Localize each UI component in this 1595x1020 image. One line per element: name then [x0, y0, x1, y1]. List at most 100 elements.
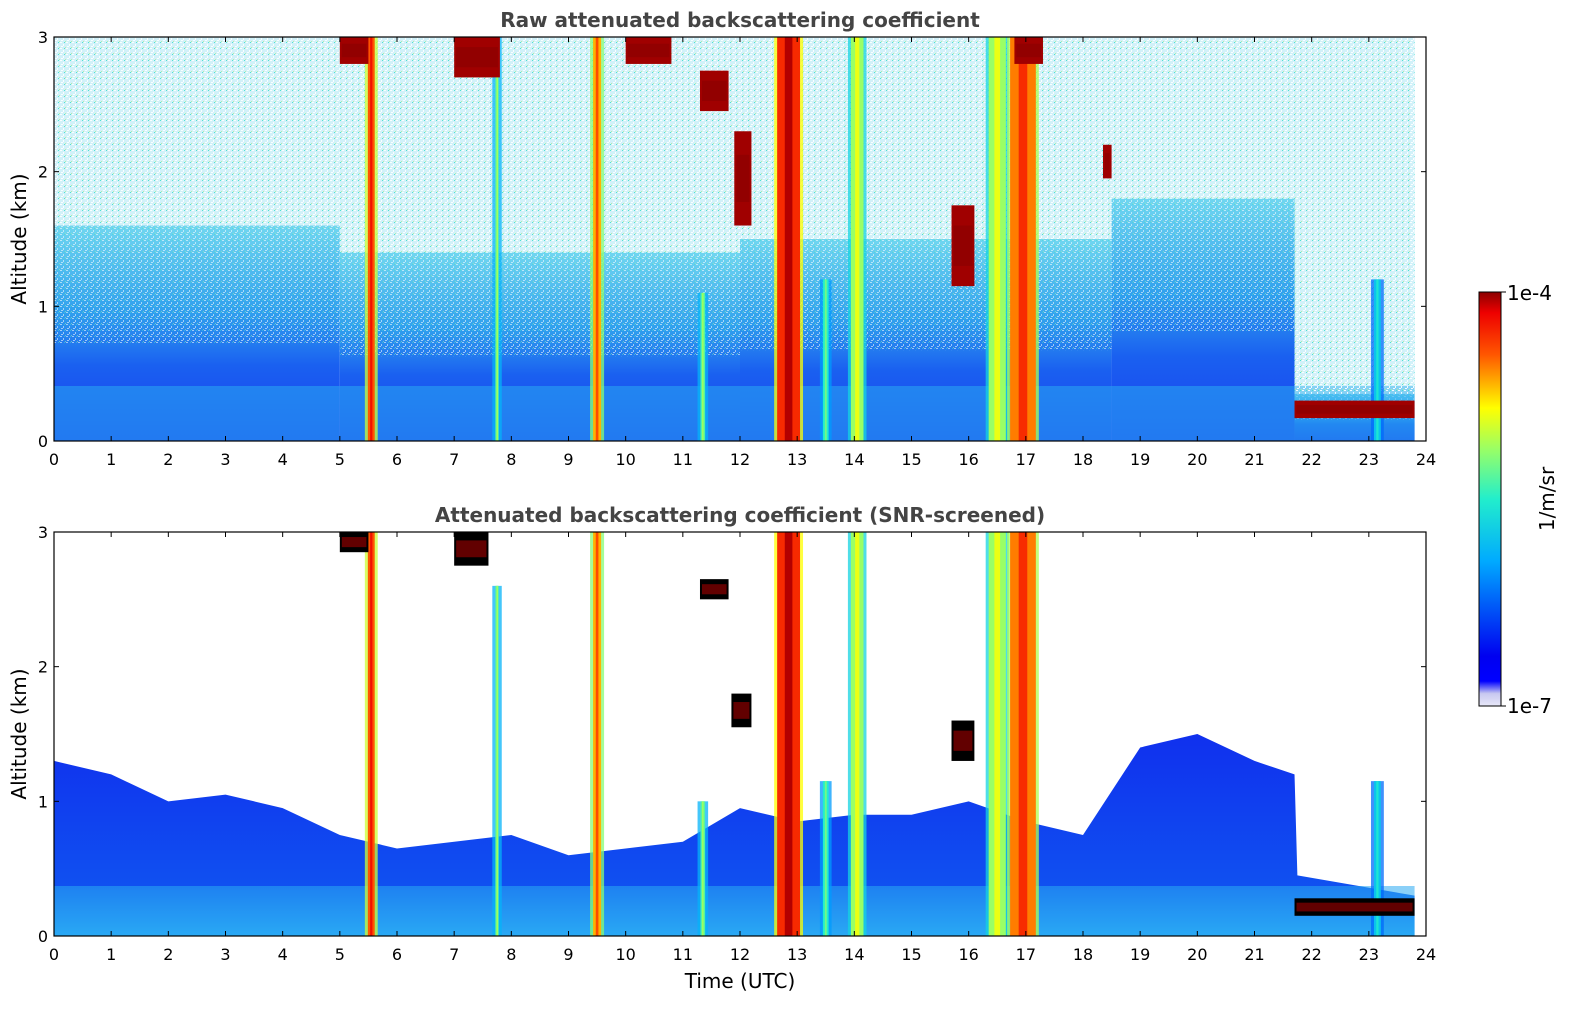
x-tick-label: 4 [278, 945, 288, 964]
plume-core [855, 37, 860, 441]
cloud-core [341, 537, 367, 548]
colorbar: 1e-4 1e-7 1/m/sr [1478, 281, 1559, 718]
upper-speckle [1111, 37, 1295, 199]
panel1-y-label: Altitude (km) [7, 173, 31, 304]
x-tick-label: 15 [901, 945, 921, 964]
y-tick-label: 2 [38, 658, 48, 677]
upper-speckle [1294, 37, 1415, 394]
x-tick-label: 20 [1187, 450, 1207, 469]
panel2-title: Attenuated backscattering coefficient (S… [435, 503, 1045, 527]
x-tick-label: 9 [563, 450, 573, 469]
plume-core [1018, 532, 1028, 936]
y-tick-label: 0 [38, 927, 48, 946]
x-tick-label: 16 [958, 945, 978, 964]
noise-speckle [339, 252, 740, 357]
surface-layer [339, 386, 740, 441]
plume-core [595, 37, 599, 441]
x-tick-label: 14 [844, 450, 864, 469]
x-tick-label: 13 [787, 450, 807, 469]
surface-layer [1111, 386, 1295, 441]
panel2-x-axis: 0 1 2 3 4 5 6 7 8 9 10 11 12 13 14 15 16 17 18 19 20 21 22 23 24 [49, 532, 1436, 964]
x-tick-label: 24 [1416, 945, 1436, 964]
colorbar-unit-label: 1/m/sr [1535, 466, 1559, 531]
panel1-title: Raw attenuated backscattering coefficien… [500, 8, 980, 32]
x-tick-label: 0 [49, 450, 59, 469]
x-tick-label: 14 [844, 945, 864, 964]
plume-core [595, 532, 599, 936]
plume-core [994, 37, 1001, 441]
x-tick-label: 10 [615, 450, 635, 469]
panel1-y-axis: 0 1 2 3 [38, 28, 1426, 451]
x-tick-label: 9 [563, 945, 573, 964]
panel1-plumes [364, 37, 1384, 441]
x-tick-label: 22 [1301, 945, 1321, 964]
upper-speckle [339, 37, 740, 253]
x-tick-label: 15 [901, 450, 921, 469]
y-tick-label: 3 [38, 523, 48, 542]
panel1-x-axis: 0 1 2 3 4 5 6 7 8 9 10 11 12 13 14 15 16 17 18 19 20 21 22 23 24 [49, 37, 1436, 469]
x-tick-label: 17 [1016, 945, 1036, 964]
x-tick-label: 6 [392, 945, 402, 964]
surface-layer [54, 386, 340, 441]
plume-core [784, 37, 793, 441]
plume-core [824, 279, 827, 441]
plume-core [496, 585, 498, 936]
x-tick-label: 20 [1187, 945, 1207, 964]
x-tick-label: 1 [106, 945, 116, 964]
cloud-core [736, 154, 750, 202]
plume-core [994, 532, 1001, 936]
raw-backscatter-panel: Raw attenuated backscattering coefficien… [7, 8, 1436, 469]
panel2-x-label: Time (UTC) [684, 969, 796, 993]
noise-speckle [1111, 198, 1295, 332]
cloud-core [733, 702, 750, 719]
panel1-clouds [339, 37, 1415, 419]
panel2-y-label: Altitude (km) [7, 668, 31, 799]
screened-backscatter-panel: Attenuated backscattering coefficient (S… [7, 503, 1436, 993]
plume-core [784, 532, 793, 936]
x-tick-label: 5 [335, 450, 345, 469]
x-tick-label: 17 [1016, 450, 1036, 469]
x-tick-label: 23 [1359, 945, 1379, 964]
x-tick-label: 22 [1301, 450, 1321, 469]
cloud-core [701, 80, 727, 101]
x-tick-label: 1 [106, 450, 116, 469]
y-tick-label: 0 [38, 432, 48, 451]
panel1-noise-field [54, 37, 1415, 441]
surface-layer [54, 886, 1415, 936]
x-tick-label: 3 [220, 450, 230, 469]
x-tick-label: 3 [220, 945, 230, 964]
x-tick-label: 7 [449, 945, 459, 964]
panel2-clouds [339, 532, 1415, 916]
x-tick-label: 13 [787, 945, 807, 964]
x-tick-label: 4 [278, 450, 288, 469]
screened-layer [54, 734, 1415, 936]
colorbar-max-label: 1e-4 [1507, 281, 1552, 305]
cloud-core [1105, 153, 1110, 170]
x-tick-label: 18 [1073, 450, 1093, 469]
plume-core [702, 801, 704, 936]
y-tick-label: 1 [38, 297, 48, 316]
cloud-core [953, 225, 973, 266]
colorbar-gradient [1478, 291, 1502, 707]
cloud-core [456, 540, 487, 558]
x-tick-label: 8 [506, 945, 516, 964]
cloud-core [701, 584, 727, 595]
panel1-plot-area [54, 37, 1426, 441]
x-tick-label: 21 [1244, 450, 1264, 469]
cloud-core [1016, 43, 1041, 58]
panel2-plumes [364, 532, 1384, 936]
cloud-core [953, 730, 973, 751]
cloud-core [627, 43, 670, 58]
y-tick-label: 3 [38, 28, 48, 47]
plume-core [855, 532, 860, 936]
plume-core [370, 37, 373, 441]
x-tick-label: 24 [1416, 450, 1436, 469]
x-tick-label: 12 [730, 450, 750, 469]
x-tick-label: 5 [335, 945, 345, 964]
x-tick-label: 23 [1359, 450, 1379, 469]
x-tick-label: 11 [673, 450, 693, 469]
panel2-plot-area [54, 532, 1426, 936]
cloud-core [1296, 404, 1413, 414]
plume-core [824, 781, 827, 936]
